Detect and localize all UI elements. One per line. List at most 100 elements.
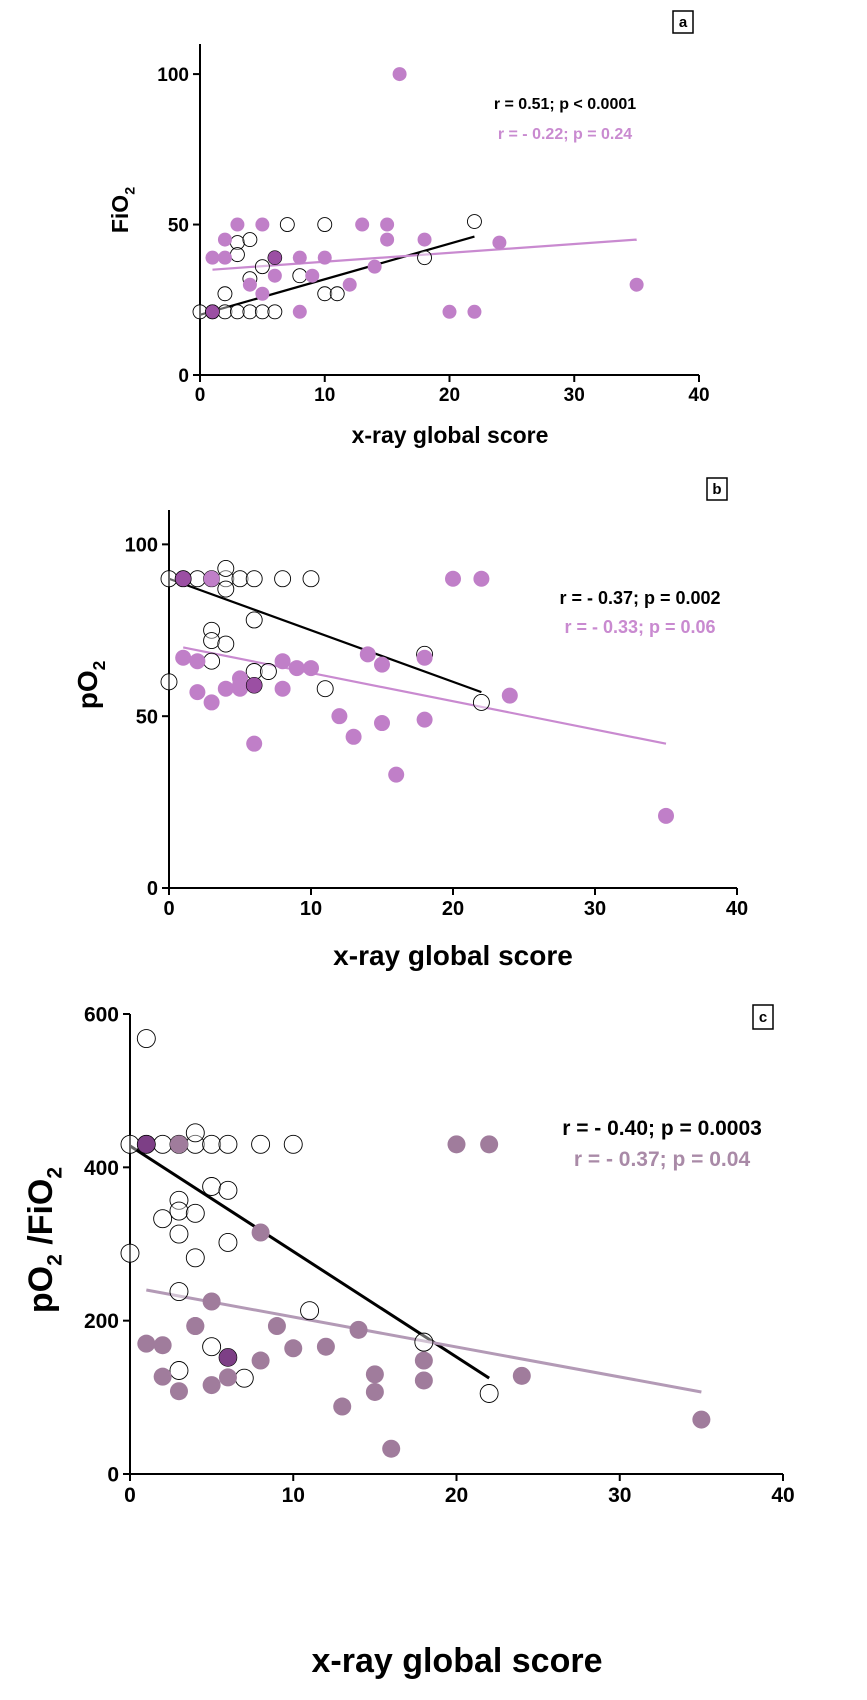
point-open [472,693,490,711]
point-open [202,1337,222,1357]
point-filled [333,1397,352,1416]
point-filled [217,232,232,247]
panel-label-box-b [706,477,728,501]
annotation-color: r = - 0.22; p = 0.24 [498,126,632,143]
point-filled [388,766,405,783]
y-tick-label: 0 [178,366,189,387]
point-open [300,1301,320,1321]
point-filled [416,649,433,666]
fit-line-black [129,1144,490,1380]
point-open [251,1134,271,1154]
annotation-color: r = - 0.33; p = 0.06 [564,617,715,637]
point-filled [492,235,507,250]
point-filled [414,1371,433,1390]
point-open [245,570,263,588]
panel-label-box-a [672,10,694,34]
y-tick-label: 100 [157,65,189,86]
point-filled [365,1382,384,1401]
point-filled [349,1320,368,1339]
point-open [136,1029,156,1048]
point-open [279,217,295,232]
point-filled [380,217,395,232]
point-filled [169,1135,188,1154]
point-filled [251,1351,270,1370]
x-tick-label: 10 [300,898,322,920]
point-open [202,1134,222,1154]
panel-b: b 0 10 20 30 40 0 50 100 x-ray global score pO2 r … [0,470,867,990]
fit-line-color [182,646,667,745]
point-open [283,1134,303,1154]
point-open [414,1332,434,1352]
point-filled [392,67,407,82]
point-filled [501,687,518,704]
panel-label-c: c [759,1009,767,1026]
panel-label-box-c [752,1004,774,1030]
y-tick-label: 0 [107,1464,119,1487]
point-dark [245,676,263,694]
point-filled [202,1376,221,1395]
point-filled [274,653,291,670]
point-open [274,570,292,588]
point-open [234,1368,254,1388]
x-tick-label: 30 [608,1484,631,1507]
point-open [217,559,235,577]
point-open [120,1134,140,1154]
point-dark [267,250,283,265]
annotation-black: r = 0.51; p < 0.0001 [494,96,636,113]
annotation-black: r = - 0.37; p = 0.002 [559,588,720,608]
point-open [153,1209,173,1229]
point-open [217,304,233,320]
point-filled [380,232,395,247]
point-filled [267,268,282,283]
y-axis-label: pO2 [72,661,109,710]
point-filled [374,715,390,732]
y-axis-label: pO2 /FiO2 [22,1167,67,1313]
point-filled [205,250,220,265]
point-filled [255,217,270,232]
point-open [229,247,245,263]
point-filled [203,694,220,711]
point-open [185,1248,205,1268]
x-axis-label: x-ray global score [352,422,549,448]
point-filled [232,677,248,694]
panel-c: c 0 10 20 30 40 0 200 400 600 x-ray global score p… [0,990,867,1695]
point-open [217,580,235,598]
point-dark [218,1348,238,1367]
x-tick-label: 20 [445,1484,468,1507]
point-filled [255,286,270,301]
point-open [218,1134,238,1154]
x-axis-label: x-ray global score [333,940,573,971]
point-filled [169,1382,188,1401]
point-open [479,1384,499,1403]
point-open [292,268,308,284]
point-filled [367,259,382,274]
panel-label-b: b [712,481,721,498]
point-open [259,663,277,680]
point-filled [382,1439,401,1458]
point-open [467,214,482,229]
point-open [218,1180,238,1200]
chart-a: a 0 10 20 30 40 0 50 100 x-ray global score FiO2 r… [107,10,710,448]
point-filled [137,1334,156,1353]
point-open [169,1224,189,1244]
point-filled [175,649,192,666]
point-filled [414,1351,433,1370]
x-tick-label: 20 [442,898,464,920]
chart-b: b 0 10 20 30 40 0 50 100 x-ray global score pO2 r … [72,477,748,971]
point-filled [692,1410,711,1429]
point-filled [374,656,390,673]
point-filled [467,304,482,319]
point-filled [331,708,348,725]
point-open [245,611,263,629]
point-filled [442,304,457,319]
point-filled [202,1292,221,1311]
point-filled [203,570,220,587]
x-tick-label: 20 [439,385,460,406]
point-open [302,570,320,588]
point-dark [205,304,220,320]
point-open [203,632,221,650]
y-tick-label: 50 [136,706,158,728]
point-filled [153,1367,172,1386]
point-filled [658,807,674,824]
